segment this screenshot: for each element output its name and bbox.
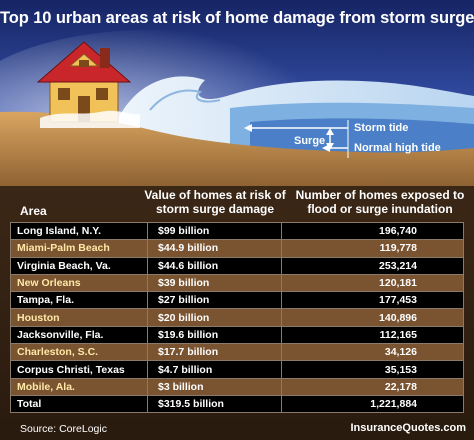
cell-area: Miami-Palm Beach <box>10 239 148 258</box>
cell-homes: 140,896 <box>281 308 464 327</box>
column-header-area: Area <box>20 204 47 218</box>
cell-value: $44.9 billion <box>147 239 282 258</box>
source-note: Source: CoreLogic <box>20 423 107 435</box>
cell-value: $4.7 billion <box>147 360 282 379</box>
data-table-section: Area Value of homes at risk of storm sur… <box>0 186 474 440</box>
table-row: Long Island, N.Y. $99 billion 196,740 <box>10 221 464 241</box>
normal-high-tide-label: Normal high tide <box>354 142 441 154</box>
cell-area: Mobile, Ala. <box>10 377 148 396</box>
cell-value: $17.7 billion <box>147 343 282 362</box>
cell-total-label: Total <box>10 394 148 414</box>
column-header-value: Value of homes at risk of storm surge da… <box>130 188 300 216</box>
table-row: Corpus Christi, Texas $4.7 billion 35,153 <box>10 360 464 379</box>
storm-tide-label: Storm tide <box>354 122 409 134</box>
cell-area: Charleston, S.C. <box>10 343 148 362</box>
cell-area: Virginia Beach, Va. <box>10 256 148 275</box>
cell-area: Tampa, Fla. <box>10 291 148 310</box>
cell-homes: 177,453 <box>281 291 464 310</box>
table-row: Jacksonville, Fla. $19.6 billion 112,165 <box>10 325 464 345</box>
storm-tide-arrow <box>244 120 349 158</box>
cell-value: $3 billion <box>147 377 282 396</box>
column-header-homes-line2: flood or surge inundation <box>307 202 453 216</box>
table-row: Virginia Beach, Va. $44.6 billion 253,214 <box>10 256 464 275</box>
cell-homes: 120,181 <box>281 273 464 293</box>
table-row: Miami-Palm Beach $44.9 billion 119,778 <box>10 239 464 258</box>
sand-beach <box>0 111 474 186</box>
splash <box>40 110 140 128</box>
cell-homes: 34,126 <box>281 343 464 362</box>
cell-value: $99 billion <box>147 221 282 241</box>
cell-area: Houston <box>10 308 148 327</box>
cell-homes: 196,740 <box>281 221 464 241</box>
table-row: Tampa, Fla. $27 billion 177,453 <box>10 291 464 310</box>
wave-curl <box>149 89 221 111</box>
risk-table: Long Island, N.Y. $99 billion 196,740 Miami… <box>10 221 464 414</box>
table-row-total: Total $319.5 billion 1,221,884 <box>10 394 464 414</box>
cell-value: $20 billion <box>147 308 282 327</box>
column-header-value-line2: storm surge damage <box>155 202 275 216</box>
chart-title: Top 10 urban areas at risk of home damag… <box>0 9 474 27</box>
cell-homes: 253,214 <box>281 256 464 275</box>
illustration-svg <box>0 0 474 186</box>
cell-homes: 35,153 <box>281 360 464 379</box>
footer: Source: CoreLogic InsuranceQuotes.com <box>0 418 474 440</box>
cell-homes: 119,778 <box>281 239 464 258</box>
brand-logo-text: InsuranceQuotes.com <box>350 422 466 434</box>
cell-homes: 22,178 <box>281 377 464 396</box>
cell-total-value: $319.5 billion <box>147 394 282 414</box>
cell-value: $27 billion <box>147 291 282 310</box>
surge-label: Surge <box>294 135 326 147</box>
cell-total-homes: 1,221,884 <box>281 394 464 414</box>
cell-area: Long Island, N.Y. <box>10 221 148 241</box>
surge-arrow <box>326 128 334 150</box>
table-row: Mobile, Ala. $3 billion 22,178 <box>10 377 464 396</box>
table-row: Charleston, S.C. $17.7 billion 34,126 <box>10 343 464 362</box>
cell-area: Corpus Christi, Texas <box>10 360 148 379</box>
cell-value: $19.6 billion <box>147 325 282 345</box>
cell-area: New Orleans <box>10 273 148 293</box>
table-row: New Orleans $39 billion 120,181 <box>10 273 464 293</box>
cell-value: $44.6 billion <box>147 256 282 275</box>
column-header-homes-line1: Number of homes exposed to <box>295 188 465 202</box>
storm-surge-illustration <box>0 0 474 186</box>
column-header-homes: Number of homes exposed to flood or surg… <box>290 188 470 216</box>
cell-homes: 112,165 <box>281 325 464 345</box>
cell-value: $39 billion <box>147 273 282 293</box>
table-row: Houston $20 billion 140,896 <box>10 308 464 327</box>
column-header-value-line1: Value of homes at risk of <box>144 188 286 202</box>
cell-area: Jacksonville, Fla. <box>10 325 148 345</box>
